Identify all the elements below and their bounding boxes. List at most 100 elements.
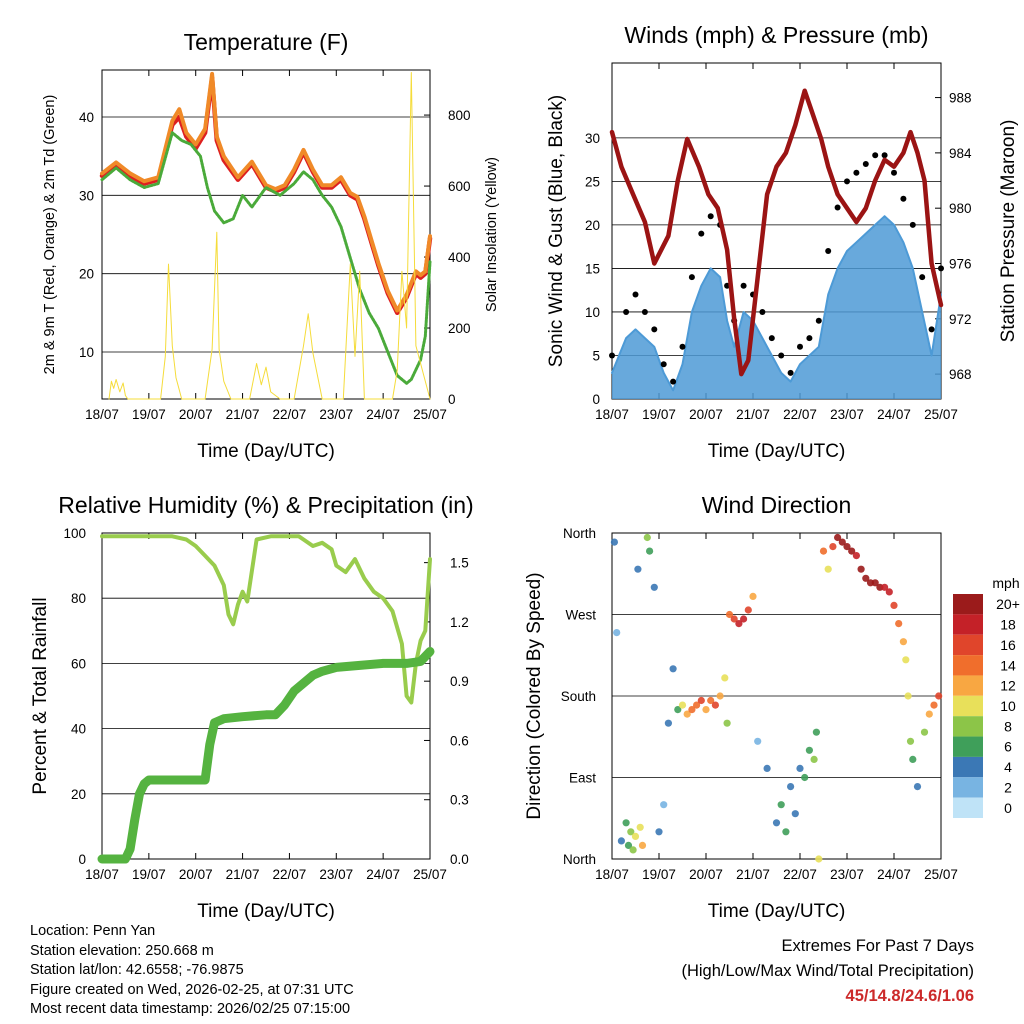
series-line-2	[100, 71, 432, 313]
y-tick-label: 20	[71, 787, 86, 802]
x-tick-label: 18/07	[85, 867, 119, 882]
legend-swatch	[953, 614, 983, 635]
x-tick-label: 20/07	[689, 407, 723, 422]
direction-point	[902, 656, 910, 664]
direction-point	[834, 533, 842, 542]
panel-1: 18/07 19/07 20/07 21/07 22/07 23/07 24/07 25/07…	[42, 29, 500, 462]
y-tick-label: 30	[79, 188, 94, 203]
y-tick-label: 40	[79, 110, 94, 125]
info-latlon: Station lat/lon: 42.6558; -76.9875	[30, 962, 244, 978]
legend-label: 16	[1000, 637, 1016, 653]
x-tick-label: 23/07	[830, 867, 864, 882]
info-elevation: Station elevation: 250.668 m	[30, 942, 214, 959]
direction-point	[749, 592, 757, 601]
y-tick-label: 10	[585, 305, 600, 320]
legend-label: 0	[1004, 800, 1012, 816]
direction-point	[674, 706, 682, 714]
direction-point	[669, 665, 677, 673]
direction-point	[707, 696, 715, 705]
direction-point	[772, 819, 781, 827]
direction-point	[885, 588, 893, 596]
direction-point	[801, 773, 809, 782]
y2-tick-label: 0.9	[450, 674, 469, 689]
x-tick-label: 23/07	[319, 407, 353, 422]
x-tick-label: 24/07	[877, 867, 911, 882]
y2-tick-label: 980	[949, 201, 972, 216]
y-tick-label: 5	[592, 348, 600, 363]
direction-point	[660, 801, 668, 809]
y2-tick-label: 1.2	[450, 615, 469, 630]
y-tick-label: West	[565, 608, 596, 623]
direction-point	[805, 746, 814, 754]
legend-swatch	[953, 695, 983, 717]
info-location: Location: Penn Yan	[30, 923, 156, 939]
legend-label: 20+	[996, 596, 1020, 612]
x-tick-label: 25/07	[413, 407, 447, 422]
direction-point	[627, 828, 635, 836]
legend-swatch	[953, 594, 983, 615]
y-tick-label: 0	[78, 852, 86, 867]
gust-point	[872, 152, 879, 159]
direction-point	[683, 710, 691, 718]
y2-tick-label: 972	[949, 312, 972, 327]
legend-swatch	[953, 634, 983, 656]
gust-point	[778, 352, 785, 359]
direction-point	[913, 783, 922, 791]
direction-point	[829, 543, 837, 551]
direction-point	[716, 692, 724, 700]
panel-2: 18/07 19/07 20/07 21/07 22/07 23/07 24/07 25/07…	[546, 22, 1019, 462]
direction-point	[862, 574, 870, 582]
legend-swatch	[953, 797, 983, 818]
gust-point	[825, 248, 832, 254]
direction-point	[638, 841, 647, 850]
extremes-block: Extremes For Past 7 Days (High/Low/Max W…	[681, 934, 974, 1009]
gust-point	[670, 378, 677, 385]
gust-point	[853, 169, 860, 176]
gust-point	[806, 335, 813, 342]
direction-point	[634, 565, 642, 573]
legend-swatch	[953, 675, 983, 696]
panel-4: 18/07 19/07 20/07 21/07 22/07 23/07 24/07 25/07…	[524, 492, 1020, 922]
direction-point	[631, 832, 640, 841]
y2-tick-label: 0.3	[450, 793, 469, 808]
gust-point	[919, 274, 926, 281]
gust-point	[768, 335, 775, 342]
y2-axis-label: Station Pressure (Maroon)	[998, 120, 1019, 343]
direction-point	[763, 764, 771, 773]
legend-label: 18	[1000, 617, 1016, 633]
y2-tick-label: 968	[949, 367, 972, 382]
x-tick-label: 20/07	[179, 867, 213, 882]
gust-point	[862, 161, 869, 167]
direction-point	[735, 620, 743, 628]
legend-label: 2	[1004, 779, 1012, 795]
legend-swatch	[953, 736, 983, 757]
y-tick-label: 25	[585, 174, 600, 189]
direction-point	[857, 565, 865, 573]
speed-legend: mph 20+ 18 16 14 12 10 8 6 4 2 0	[953, 575, 1020, 818]
gust-point	[881, 152, 888, 159]
y-axis-label: Sonic Wind & Gust (Blue, Black)	[546, 95, 567, 367]
gust-point	[707, 213, 714, 220]
y2-tick-label: 988	[949, 91, 972, 106]
x-axis-label: Time (Day/UTC)	[197, 901, 335, 922]
direction-point	[899, 638, 908, 646]
y-tick-label: 10	[79, 345, 94, 360]
legend-label: 4	[1004, 759, 1012, 775]
gust-point	[928, 326, 935, 333]
legend-swatch	[953, 655, 983, 676]
gust-point	[891, 169, 897, 176]
direction-point	[711, 701, 720, 709]
direction-point	[693, 701, 701, 709]
direction-point	[744, 606, 752, 614]
direction-point	[824, 565, 832, 573]
y-tick-label: North	[563, 526, 596, 541]
y2-axis-label: Solar Insolation (Yellow)	[484, 157, 500, 312]
direction-point	[624, 841, 633, 850]
legend-label: 10	[1000, 698, 1016, 714]
x-tick-label: 25/07	[413, 867, 447, 882]
x-tick-label: 23/07	[319, 867, 353, 882]
direction-point	[730, 615, 738, 623]
gust-point	[660, 361, 667, 368]
direction-point	[655, 828, 663, 836]
